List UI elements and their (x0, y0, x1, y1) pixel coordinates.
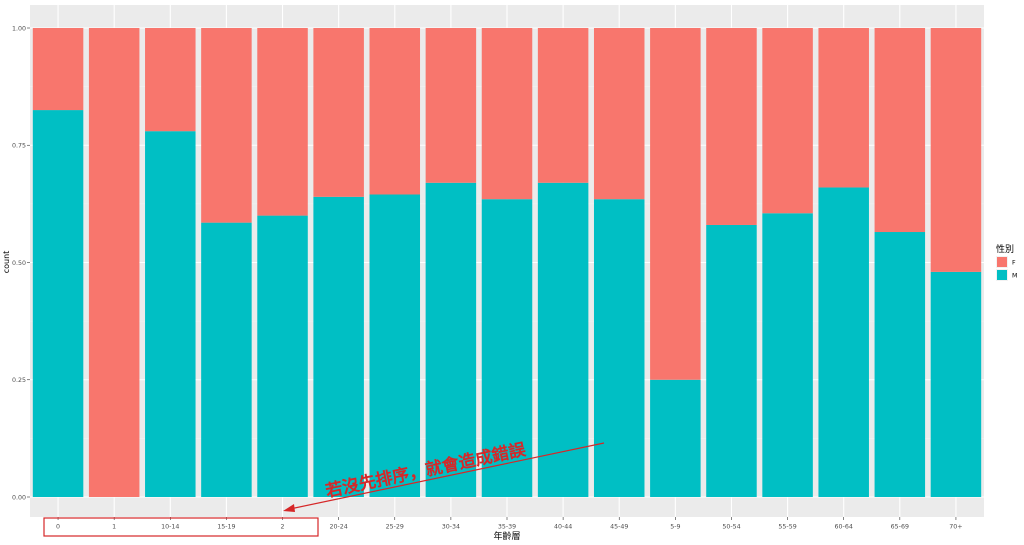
x-tick-label: 30-34 (442, 524, 460, 531)
bar-segment-F-70+ (930, 28, 982, 272)
y-tick-label: 0.50 (12, 260, 26, 267)
bar-segment-F-30-34 (425, 28, 477, 183)
legend-swatch-F (997, 257, 1007, 267)
bar-segment-M-10-14 (145, 131, 196, 497)
x-tick-label: 15-19 (217, 524, 235, 531)
bar-segment-F-20-24 (313, 28, 364, 197)
bar-segment-F-65-69 (874, 28, 926, 233)
bars (32, 28, 982, 498)
bar-segment-M-15-19 (201, 222, 252, 497)
x-tick-label: 1 (112, 524, 116, 531)
x-tick-label: 20-24 (329, 524, 347, 531)
bar-segment-M-35-39 (481, 199, 533, 497)
bar-segment-F-0 (32, 28, 84, 111)
x-axis: 0 1 10-14 15-19 2 20-24 25-29 30-34 35-39 40-44 45… (56, 517, 963, 531)
arrowhead (283, 504, 295, 512)
bar-segment-F-10-14 (145, 28, 196, 132)
annotation-arrow (289, 442, 605, 510)
bar-segment-F-45-49 (593, 28, 645, 200)
x-axis-label: 年齡層 (493, 530, 520, 541)
bar-segment-F-60-64 (818, 28, 869, 188)
x-tick-label: 70+ (949, 524, 962, 531)
bar-segment-F-55-59 (762, 28, 813, 214)
y-axis: 0.00 0.25 0.50 0.75 1.00 (12, 25, 30, 501)
x-tick-label: 65-69 (891, 524, 909, 531)
y-tick-label: 1.00 (12, 25, 26, 32)
bar-segment-M-0 (32, 110, 84, 497)
x-tick-label: 2 (281, 524, 285, 531)
bar-segment-F-1 (88, 28, 140, 497)
x-tick-label: 0 (56, 524, 60, 531)
y-axis-label: count (2, 251, 11, 274)
bar-segment-M-20-24 (313, 196, 364, 497)
bar-segment-F-2 (257, 28, 308, 216)
bar-segment-M-45-49 (593, 199, 645, 497)
bar-segment-F-15-19 (201, 28, 252, 223)
legend-label-M: M (1012, 273, 1017, 280)
bar-segment-M-70+ (930, 271, 982, 497)
highlight-box (43, 517, 319, 537)
legend-title: 性別 (996, 243, 1014, 255)
bar-segment-M-60-64 (818, 187, 869, 497)
x-tick-label: 35-39 (498, 524, 516, 531)
bar-segment-F-5-9 (650, 28, 701, 380)
bar-segment-M-55-59 (762, 213, 813, 497)
legend-label-F: F (1012, 260, 1016, 267)
bar-segment-M-2 (257, 215, 308, 497)
x-tick-label: 50-54 (722, 524, 740, 531)
bar-segment-F-25-29 (369, 28, 421, 195)
bar-segment-F-40-44 (537, 28, 589, 183)
bar-segment-F-35-39 (481, 28, 533, 200)
y-tick-label: 0.75 (12, 143, 26, 150)
x-tick-label: 25-29 (386, 524, 404, 531)
bar-segment-M-30-34 (425, 182, 477, 497)
legend: 性別 FM (996, 243, 1017, 281)
x-tick-label: 5-9 (670, 524, 680, 531)
y-tick-label: 0.25 (12, 377, 26, 384)
x-tick-label: 10-14 (161, 524, 179, 531)
x-tick-label: 40-44 (554, 524, 572, 531)
bar-segment-M-65-69 (874, 232, 926, 497)
x-tick-label: 45-49 (610, 524, 628, 531)
bar-segment-M-50-54 (706, 224, 757, 498)
bar-segment-M-40-44 (537, 182, 589, 497)
bar-segment-M-5-9 (650, 379, 701, 497)
x-tick-label: 55-59 (778, 524, 796, 531)
legend-swatch-M (997, 270, 1007, 280)
bar-segment-M-25-29 (369, 194, 421, 497)
bar-segment-F-50-54 (706, 28, 757, 225)
y-tick-label: 0.00 (12, 494, 26, 501)
x-tick-label: 60-64 (835, 524, 853, 531)
